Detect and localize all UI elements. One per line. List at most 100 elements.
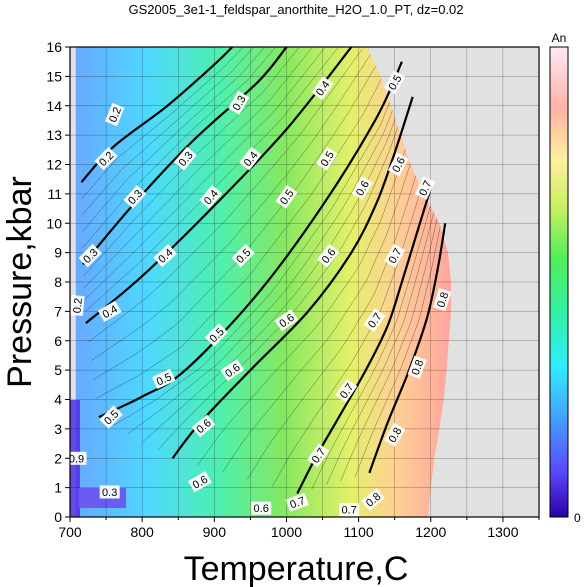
contour-label-box <box>99 405 123 429</box>
thin-contour <box>272 169 428 487</box>
contour-label-box <box>94 146 118 171</box>
contour-label-box <box>70 451 87 465</box>
thin-contour <box>354 216 443 478</box>
contour-label-box <box>351 176 373 200</box>
thin-contour-lines <box>81 47 443 490</box>
y-tick-label: 1 <box>54 480 62 496</box>
contour-label: 0.7 <box>339 503 360 517</box>
thin-contour <box>113 68 405 426</box>
contour-label-box <box>104 102 125 127</box>
contour-label: 0.8 <box>433 288 452 312</box>
contour-label: 0.2 <box>104 102 125 127</box>
x-tick-label: 900 <box>203 524 227 540</box>
contour-label-box <box>191 414 216 438</box>
y-tick-label: 3 <box>54 421 62 437</box>
contour-label-box <box>228 90 250 115</box>
contour-label-box <box>239 146 262 171</box>
contour-label: 0.2 <box>70 294 85 317</box>
x-tick-label: 700 <box>58 524 82 540</box>
contour-label-text: 0.7 <box>288 495 306 512</box>
contour-label-text: 0.5 <box>155 371 174 388</box>
thin-contour <box>81 47 255 216</box>
y-tick-label: 14 <box>46 98 62 114</box>
thin-contour <box>83 47 313 289</box>
y-tick-label: 13 <box>46 127 62 143</box>
y-tick-label: 7 <box>54 303 62 319</box>
contour-label-text: 0.8 <box>410 358 427 376</box>
y-tick-label: 15 <box>46 68 62 84</box>
contour-label: 0.6 <box>251 501 272 515</box>
x-axis-ticks: 700 800 900 1000 1100 1200 1300 <box>58 517 540 540</box>
thin-contour <box>82 47 276 249</box>
contour-label: 0.7 <box>414 176 436 200</box>
thin-contour <box>90 52 372 361</box>
y-tick-label: 12 <box>46 157 62 173</box>
x-tick-label: 1200 <box>415 524 446 540</box>
colorbar <box>549 46 569 518</box>
chart-title: GS2005_3e1-1_feldspar_anorthite_H2O_1.0_… <box>129 2 464 17</box>
contour-label-box <box>153 244 177 268</box>
contour-label-box <box>361 487 385 511</box>
y-axis-label: Pressure,kbar <box>1 176 39 388</box>
colorbar-label: An <box>552 31 567 45</box>
contour-label-box <box>317 243 340 268</box>
contour-label-text: 0.2 <box>72 297 85 313</box>
x-tick-label: 1300 <box>487 524 518 540</box>
contour-label-box <box>187 471 212 493</box>
thin-contour <box>84 47 326 300</box>
contour-label: 0.9 <box>70 451 87 465</box>
y-tick-label: 11 <box>47 186 62 202</box>
y-tick-label: 10 <box>46 215 62 231</box>
contour-label-box <box>414 176 436 200</box>
contour-label-box <box>407 355 427 379</box>
thin-contour <box>325 202 437 486</box>
contour-label-text: 0.2 <box>107 106 124 125</box>
y-tick-label: 6 <box>54 333 62 349</box>
thin-contour <box>157 89 411 451</box>
thin-contour <box>311 195 434 490</box>
contour-label-box <box>384 243 406 268</box>
colorbar-min-label: 0 <box>574 511 581 525</box>
contour-0-4 <box>85 47 353 324</box>
y-tick-label: 8 <box>54 274 62 290</box>
contour-0-5 <box>98 61 403 419</box>
thin-contour <box>96 58 392 399</box>
y-tick-label: 0 <box>54 509 62 525</box>
contour-label: 0.5 <box>151 368 176 390</box>
contour-label: 0.7 <box>285 492 309 512</box>
thin-contour <box>82 47 265 232</box>
contour-label-box <box>173 146 197 171</box>
contour-label: 0.8 <box>407 355 427 379</box>
y-tick-label: 9 <box>54 245 62 261</box>
contour-label-box <box>363 308 386 333</box>
contour-label-box <box>99 485 120 499</box>
contour-0-3 <box>82 47 288 266</box>
contour-label-box <box>285 492 309 512</box>
contour-label-box <box>335 378 358 403</box>
contour-0-8 <box>368 223 447 474</box>
contour-label-box <box>274 309 299 332</box>
thin-contour <box>197 115 417 466</box>
x-tick-label: 1000 <box>271 524 302 540</box>
contour-label-box <box>231 243 255 268</box>
contour-label-box <box>199 184 223 209</box>
contour-label-box <box>316 146 338 171</box>
y-tick-label: 16 <box>46 39 62 55</box>
contour-label-box <box>433 288 452 312</box>
contour-label-box <box>387 152 409 177</box>
contour-label-box <box>307 443 330 468</box>
contour-label-box <box>70 294 85 317</box>
thin-contour <box>81 47 244 199</box>
contour-label-box <box>311 76 334 101</box>
contour-label-box <box>204 323 229 347</box>
thin-contour <box>83 47 300 277</box>
contour-label-box <box>384 422 406 447</box>
contour-label-box <box>97 300 122 323</box>
x-tick-label: 800 <box>130 524 154 540</box>
contour-label-text: 0.6 <box>254 503 269 515</box>
contour-label-text: 0.7 <box>417 179 434 198</box>
contour-label-box <box>220 359 245 382</box>
contour-label-box <box>151 368 176 390</box>
